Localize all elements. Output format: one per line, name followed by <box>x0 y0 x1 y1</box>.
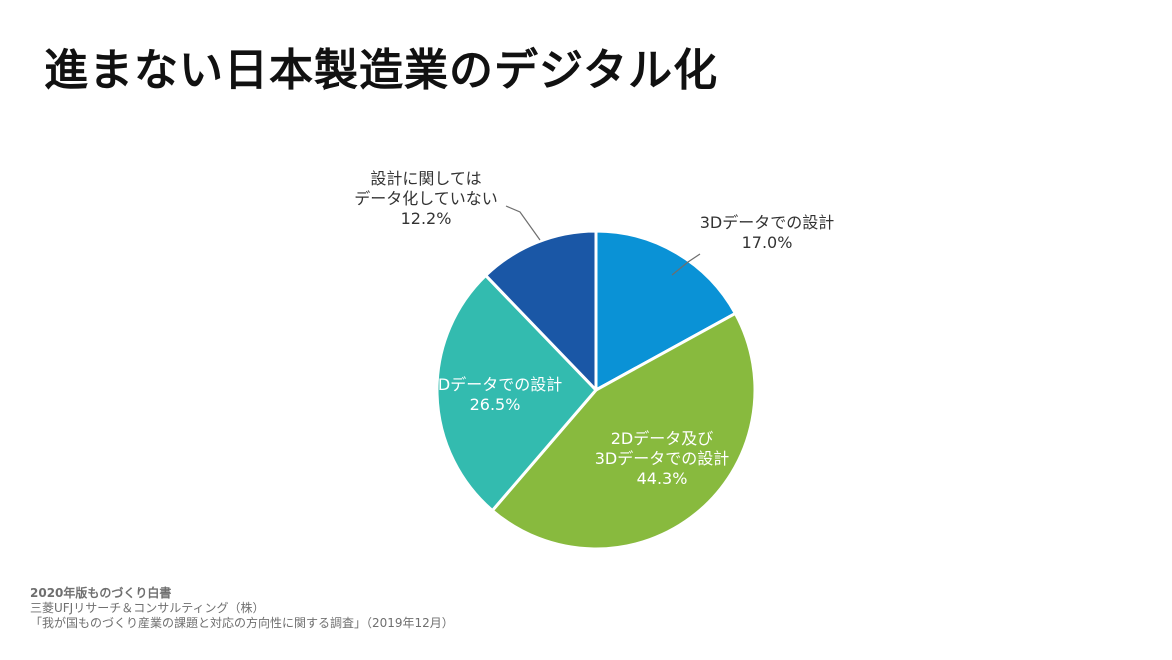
slice-value-4: 12.2% <box>401 209 452 228</box>
leader-line-4 <box>505 205 541 241</box>
source-line-3: 「我が国ものづくり産業の課題と対応の方向性に関する調査」（2019年12月） <box>30 616 454 630</box>
source-line-2: 三菱UFJリサーチ＆コンサルティング（株） <box>30 601 265 615</box>
slice-label-line: 設計に関しては <box>370 169 481 188</box>
leader-line-1 <box>671 253 701 276</box>
pie-slice-1 <box>594 229 737 392</box>
slice-label-line: 2Dデータでの設計 <box>428 375 563 394</box>
pie-slice-3 <box>435 273 598 513</box>
slice-value-3: 26.5% <box>470 395 521 414</box>
slice-label-line: 3Dデータでの設計 <box>595 449 730 468</box>
pie-slice-4 <box>484 229 598 392</box>
slice-label-4: 設計に関してはデータ化していない 12.2% <box>354 169 498 228</box>
pie-slices <box>435 229 757 551</box>
slice-label-2: 2Dデータ及び 3Dデータでの設計 44.3% <box>595 429 730 488</box>
slice-value-1: 17.0% <box>742 233 793 252</box>
slice-label-3: 2Dデータでの設計 26.5% <box>428 375 563 414</box>
source-line-1: 2020年版ものづくり白書 <box>30 586 172 600</box>
slice-labels: 3Dデータでの設計 17.0%2Dデータ及び 3Dデータでの設計 44.3%2Dデータ… <box>354 169 834 488</box>
pie-slice-2 <box>490 311 757 551</box>
source-note: 2020年版ものづくり白書 三菱UFJリサーチ＆コンサルティング（株） 「我が国… <box>30 586 454 631</box>
slice-value-2: 44.3% <box>637 469 688 488</box>
slice-label-1: 3Dデータでの設計 17.0% <box>700 213 835 252</box>
slice-label-line: 2Dデータ及び <box>611 429 714 448</box>
slice-label-line: 3Dデータでの設計 <box>700 213 835 232</box>
slice-label-line: データ化していない <box>354 189 498 208</box>
page-title: 進まない日本製造業のデジタル化 <box>44 45 719 96</box>
label-leader-lines <box>505 205 701 276</box>
